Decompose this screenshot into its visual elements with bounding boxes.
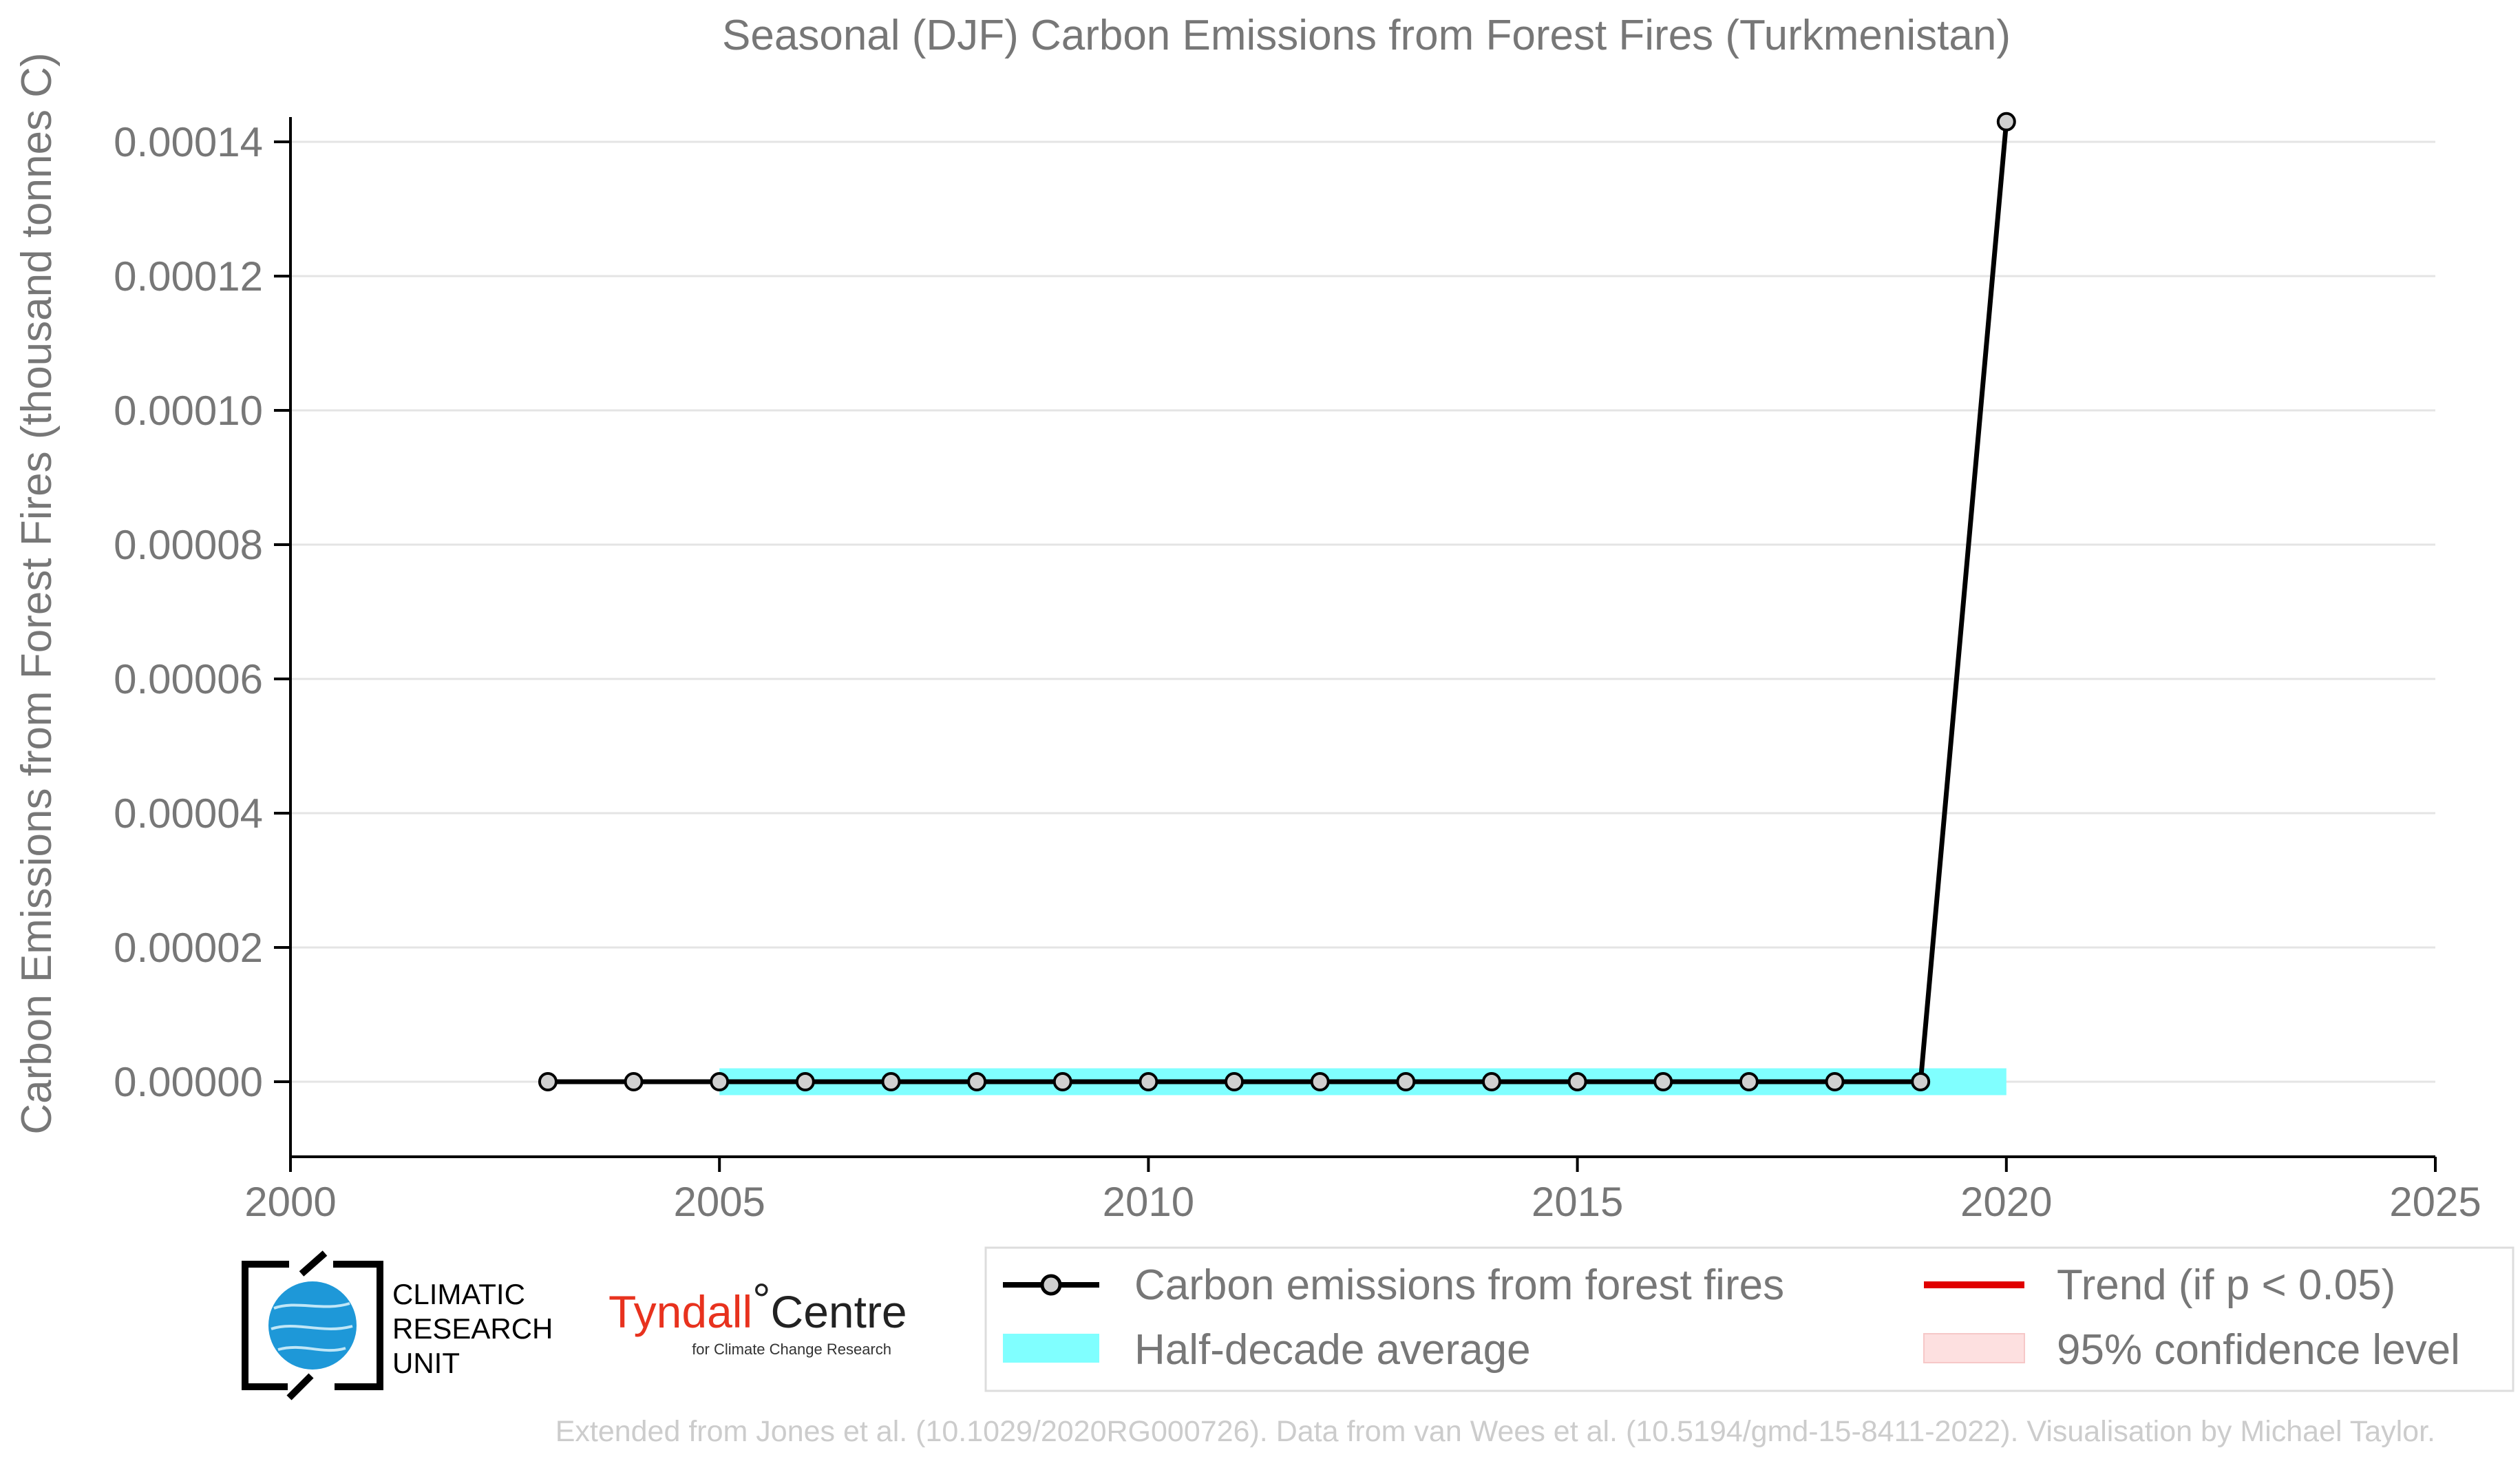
data-point (1481, 1072, 1501, 1091)
cru-logo-line-1: CLIMATIC (392, 1278, 525, 1310)
tyndall-logo-degree: ° (752, 1274, 770, 1325)
x-tick-label: 2005 (673, 1179, 765, 1225)
series-layer (538, 112, 2016, 1091)
y-axis-label: Carbon Emissions from Forest Fires (thou… (13, 52, 61, 1134)
data-point (1052, 1072, 1072, 1091)
legend-box (984, 1246, 2514, 1392)
data-point (538, 1072, 558, 1091)
tyndall-logo-subtitle: for Climate Change Research (692, 1341, 891, 1358)
data-point (881, 1072, 901, 1091)
data-point (710, 1072, 730, 1091)
chart-title: Seasonal (DJF) Carbon Emissions from For… (722, 12, 2011, 59)
data-point (1739, 1072, 1759, 1091)
y-tick-label: 0.00000 (114, 1059, 263, 1105)
data-point (795, 1072, 815, 1091)
data-point (1911, 1072, 1931, 1091)
y-tick-labels: 0.00000 0.00002 0.00004 0.00006 0.00008 0.000… (114, 119, 263, 1105)
series-line (547, 121, 2009, 1084)
cru-logo: CLIMATIC RESEARCH UNIT (242, 1250, 553, 1401)
legend-label-half-decade: Half-decade average (1134, 1326, 1531, 1374)
x-tick-label: 2015 (1532, 1179, 1623, 1225)
data-point (967, 1072, 987, 1091)
x-tick-label: 2000 (244, 1179, 336, 1225)
cru-logo-line-3: UNIT (392, 1347, 460, 1379)
data-point (624, 1072, 644, 1091)
cru-logo-bracket-right (333, 1261, 383, 1390)
data-point (1825, 1072, 1845, 1091)
legend-label-confidence: 95% confidence level (2057, 1326, 2460, 1374)
grid-lines (274, 140, 2435, 1083)
axes (289, 117, 2437, 1172)
data-point (1310, 1072, 1330, 1091)
y-tick-label: 0.00014 (114, 119, 263, 165)
data-point (1653, 1072, 1673, 1091)
x-tick-labels: 2000 2005 2010 2015 2020 2025 (244, 1179, 2481, 1225)
legend-swatch-confidence (1923, 1333, 2025, 1363)
svg-text:Tyndall°Centre: Tyndall°Centre (608, 1274, 907, 1337)
legend-label-emissions: Carbon emissions from forest fires (1134, 1261, 1784, 1309)
tyndall-logo-red: Tyndall (608, 1286, 752, 1337)
cru-logo-bracket-left (242, 1261, 289, 1390)
legend-swatch-half-decade (1003, 1334, 1099, 1363)
y-tick-label: 0.00012 (114, 253, 263, 300)
y-tick-label: 0.00004 (114, 790, 263, 837)
globe-icon-contours (271, 1302, 353, 1352)
tyndall-logo: Tyndall°Centre for Climate Change Resear… (608, 1274, 907, 1358)
x-tick-label: 2010 (1103, 1179, 1194, 1225)
legend-label-trend: Trend (if p < 0.05) (2057, 1261, 2395, 1309)
x-tick-label: 2020 (1960, 1179, 2052, 1225)
data-point (1139, 1072, 1158, 1091)
data-point (1567, 1072, 1587, 1091)
y-tick-label: 0.00002 (114, 925, 263, 971)
data-point (1996, 112, 2016, 132)
y-tick-label: 0.00010 (114, 388, 263, 434)
legend-swatch-emissions-marker (1040, 1274, 1062, 1296)
x-tick-label: 2025 (2389, 1179, 2481, 1225)
data-point (1396, 1072, 1416, 1091)
tyndall-logo-black: Centre (771, 1286, 907, 1337)
y-tick-label: 0.00006 (114, 656, 263, 702)
cru-logo-slash (286, 1250, 328, 1401)
cru-logo-line-2: RESEARCH (392, 1312, 553, 1345)
data-point (1225, 1072, 1245, 1091)
y-tick-label: 0.00008 (114, 522, 263, 568)
credit-line: Extended from Jones et al. (10.1029/2020… (555, 1415, 2435, 1448)
legend: Carbon emissions from forest fires Trend… (984, 1246, 2514, 1392)
